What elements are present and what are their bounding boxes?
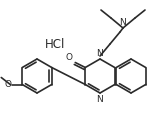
- Text: HCl: HCl: [45, 38, 65, 51]
- Text: N: N: [120, 18, 126, 27]
- Text: O: O: [65, 53, 72, 61]
- Text: O: O: [4, 80, 11, 89]
- Text: N: N: [97, 49, 103, 57]
- Text: N: N: [97, 95, 103, 104]
